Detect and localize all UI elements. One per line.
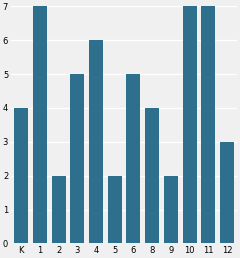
Bar (108, 176, 122, 244)
Bar (201, 6, 215, 244)
Bar (182, 6, 197, 244)
Bar (164, 176, 178, 244)
Bar (126, 74, 140, 244)
Bar (145, 108, 159, 244)
Bar (14, 108, 28, 244)
Bar (220, 142, 234, 244)
Bar (33, 6, 47, 244)
Bar (70, 74, 84, 244)
Bar (52, 176, 66, 244)
Bar (89, 40, 103, 244)
